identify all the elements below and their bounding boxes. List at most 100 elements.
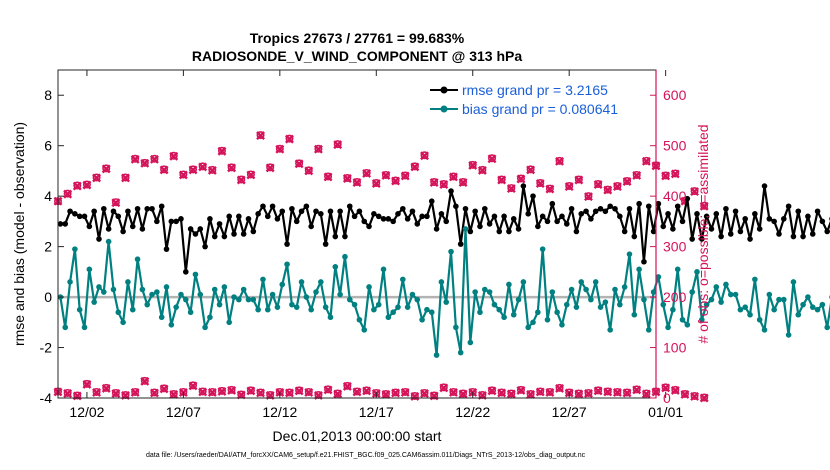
rmse-point — [202, 243, 208, 250]
bias-line — [59, 227, 830, 357]
bias-point — [149, 291, 155, 298]
rmse-point — [737, 228, 744, 235]
bias-point — [448, 248, 454, 255]
rmse-point — [621, 228, 628, 235]
bias-point — [289, 301, 295, 308]
bias-point — [129, 306, 136, 313]
rmse-point — [559, 213, 565, 220]
rmse-point — [322, 241, 329, 247]
rmse-point — [520, 183, 527, 189]
rmse-point — [583, 208, 589, 215]
obs-assimilated-point — [333, 389, 343, 399]
rmse-point — [313, 208, 319, 215]
obs-possible-point — [680, 389, 689, 398]
rmse-point — [289, 205, 295, 212]
x-tick-label: 12/17 — [359, 404, 394, 420]
obs-assimilated-point — [410, 162, 420, 172]
y-tick-label: 4 — [44, 188, 52, 204]
bias-point — [607, 327, 613, 333]
chart-title: Tropics 27673 / 27761 = 99.683% — [250, 30, 465, 46]
rmse-point — [428, 198, 435, 204]
obs-assimilated-point — [699, 393, 709, 403]
rmse-point — [723, 205, 729, 212]
obs-possible-point — [584, 388, 593, 397]
rmse-point — [216, 221, 223, 227]
obs-possible-point — [555, 156, 564, 165]
bias-point — [766, 291, 773, 298]
bias-point — [814, 306, 821, 313]
rmse-point — [650, 228, 657, 235]
bias-point — [612, 286, 618, 293]
rmse-point — [409, 208, 416, 215]
rmse-point — [732, 208, 739, 215]
rmse-point — [226, 213, 233, 220]
obs-possible-point — [594, 180, 603, 189]
bias-point — [462, 226, 469, 232]
bias-point — [727, 291, 734, 298]
bias-point — [178, 291, 184, 298]
rmse-point — [332, 233, 339, 240]
bias-point — [332, 264, 339, 270]
bias-point — [583, 286, 589, 293]
obs-possible-point — [160, 384, 169, 393]
rmse-point — [626, 205, 633, 212]
rmse-point — [149, 205, 155, 212]
rmse-point — [785, 203, 792, 210]
obs-possible-point — [285, 134, 294, 143]
bias-point — [62, 324, 69, 331]
bias-point — [539, 246, 546, 252]
obs-assimilated-point — [391, 176, 401, 186]
obs-possible-point — [565, 182, 574, 191]
obs-possible-point — [671, 169, 680, 178]
bias-point — [795, 311, 802, 318]
obs-possible-point — [362, 386, 371, 395]
rmse-point — [636, 200, 642, 207]
bias-point — [641, 296, 647, 303]
bias-point — [510, 311, 517, 318]
bias-point — [144, 301, 151, 308]
obs-possible-point — [632, 170, 641, 179]
obs-assimilated-point — [612, 388, 622, 397]
rmse-point — [501, 213, 507, 220]
obs-possible-point — [198, 387, 207, 396]
obs-assimilated-point — [294, 386, 304, 396]
bias-point — [592, 279, 599, 285]
obs-assimilated-point — [82, 379, 92, 389]
rmse-point — [563, 221, 570, 227]
bias-point — [255, 306, 261, 313]
obs-possible-point — [700, 201, 709, 210]
obs-possible-point — [439, 383, 448, 392]
rmse-point — [62, 221, 69, 227]
x-tick-label: 12/12 — [262, 404, 297, 420]
obs-assimilated-point — [670, 385, 680, 395]
bias-point — [404, 304, 411, 310]
bias-point — [747, 311, 753, 318]
obs-assimilated-point — [420, 389, 429, 398]
rmse-point — [293, 218, 300, 225]
bias-point — [385, 314, 392, 321]
obs-possible-point — [700, 393, 709, 402]
obs-assimilated-point — [622, 177, 632, 186]
bias-point — [303, 294, 310, 300]
rmse-point — [573, 228, 580, 235]
obs-possible-point — [150, 154, 159, 163]
rmse-point — [617, 213, 623, 220]
y2-tick-label: 100 — [663, 340, 687, 356]
rmse-point — [400, 205, 406, 212]
bias-point — [76, 306, 83, 313]
obs-possible-point — [623, 388, 632, 397]
obs-possible-point — [410, 162, 419, 171]
rmse-point — [298, 208, 305, 215]
obs-assimilated-point — [198, 162, 208, 172]
obs-possible-point — [459, 178, 468, 187]
bias-point — [491, 301, 498, 308]
bias-point — [158, 314, 165, 321]
bias-point — [780, 296, 787, 303]
obs-possible-point — [160, 165, 169, 174]
obs-assimilated-point — [63, 389, 73, 398]
obs-possible-point — [613, 387, 622, 396]
obs-assimilated-point — [545, 388, 555, 397]
obs-assimilated-point — [564, 182, 574, 192]
obs-assimilated-point — [439, 180, 449, 189]
rmse-point — [211, 233, 218, 240]
